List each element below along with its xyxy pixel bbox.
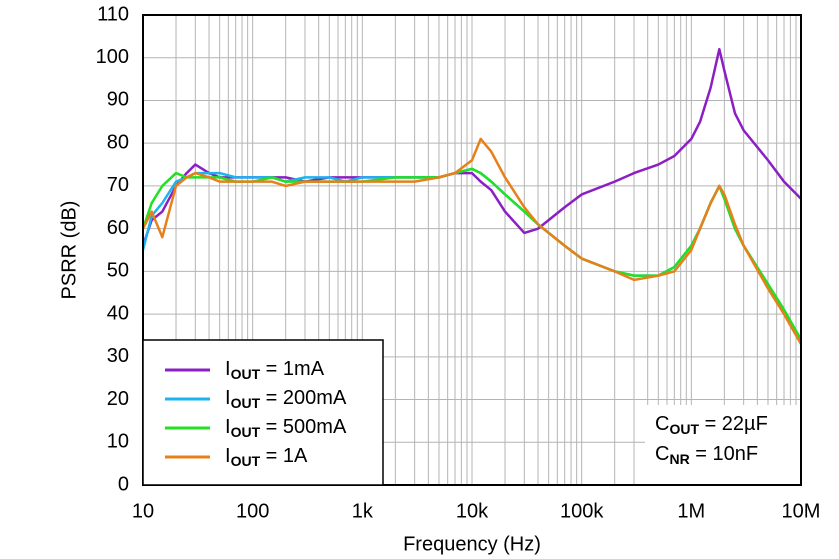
y-tick-label: 110 xyxy=(97,3,129,25)
x-tick-label: 100k xyxy=(560,500,604,522)
overlay: 10 100 1k 10k 100k 1M 10M010203040506070809010… xyxy=(96,3,821,522)
plot-lines xyxy=(141,47,803,345)
x-tick-label: 100 xyxy=(236,500,269,522)
y-axis-label: PSRR (dB) xyxy=(58,201,80,300)
y-tick-label: 70 xyxy=(107,174,129,196)
legend: IOUT = 1mA IOUT = 200mA IOUT = 500mA IOUT =… xyxy=(142,339,384,486)
x-tick-label: 10 xyxy=(132,500,154,522)
y-tick-label: 100 xyxy=(96,46,129,68)
legend-label: IOUT = 500mA xyxy=(225,416,347,439)
y-tick-label: 40 xyxy=(107,302,129,324)
y-tick-label: 90 xyxy=(107,89,129,111)
legend-box xyxy=(142,339,384,486)
annotation-box xyxy=(645,405,800,484)
annotation: COUT = 22µF xyxy=(655,413,768,436)
data-line xyxy=(141,137,803,345)
legend-label: IOUT = 1mA xyxy=(225,358,325,381)
y-tick-label: 80 xyxy=(107,131,129,153)
y-tick-label: 50 xyxy=(107,260,129,282)
y-tick-label: 30 xyxy=(107,345,129,367)
legend-label: IOUT = 1A xyxy=(225,445,308,468)
legend-label: IOUT = 200mA xyxy=(225,387,347,410)
plot-border xyxy=(142,14,802,486)
x-tick-label: 1k xyxy=(352,500,374,522)
x-tick-label: 1M xyxy=(677,500,705,522)
annotation: CNR = 10nF xyxy=(655,443,758,466)
x-tick-label: 10k xyxy=(456,500,489,522)
y-tick-label: 10 xyxy=(107,431,129,453)
x-tick-label: 10M xyxy=(782,500,821,522)
x-axis-label: Frequency (Hz) xyxy=(403,533,541,555)
y-tick-label: 20 xyxy=(107,388,129,410)
y-tick-label: 60 xyxy=(107,217,129,239)
y-tick-label: 0 xyxy=(118,473,129,495)
